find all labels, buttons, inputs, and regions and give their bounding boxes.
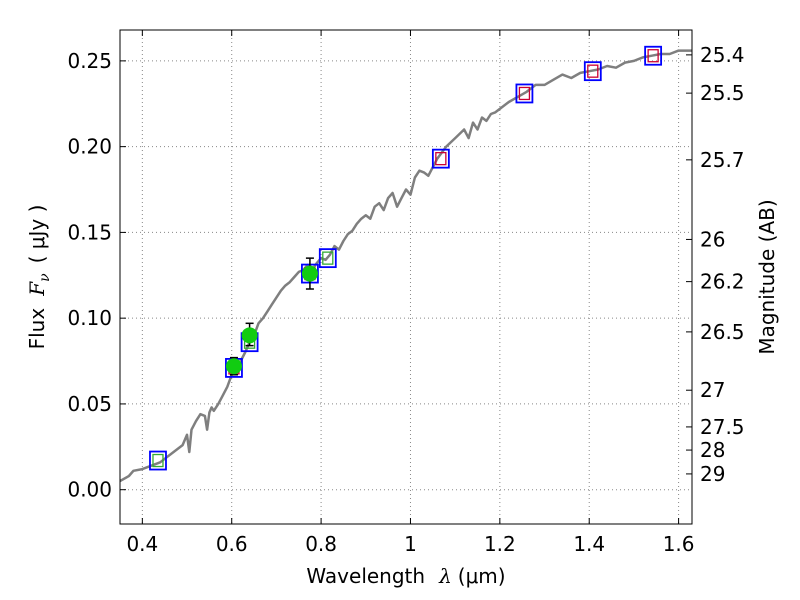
y-tick-label: 0.10	[67, 306, 112, 330]
y-tick-label: 0.20	[67, 135, 112, 159]
x-axis-label: Wavelength λ (μm)	[306, 564, 505, 588]
plot-frame	[119, 29, 693, 525]
photometry-box-inner	[435, 151, 447, 166]
photometry-box-outer	[318, 248, 337, 269]
magnitude-tick-label: 25.7	[700, 148, 745, 172]
magnitude-tick-label: 26.2	[700, 270, 745, 294]
x-tick-label: 1.6	[663, 532, 695, 556]
observed-point	[241, 322, 258, 347]
x-tick-label: 1.2	[484, 532, 516, 556]
observed-marker	[241, 327, 258, 344]
photometry-box	[583, 61, 602, 82]
x-tick-label: 1.4	[573, 532, 605, 556]
x-tick-label: 1	[404, 532, 417, 556]
right-axis-label: Magnitude (AB)	[755, 199, 779, 354]
magnitude-tick-label: 28	[700, 438, 725, 462]
y-tick-label: 0.25	[67, 49, 112, 73]
x-tick-label: 0.4	[126, 532, 158, 556]
photometry-box-inner	[152, 453, 164, 468]
sed-model-line	[120, 49, 692, 483]
y-tick-label: 0.00	[67, 478, 112, 502]
photometry-box-outer	[431, 148, 450, 169]
x-tick-label: 0.8	[305, 532, 337, 556]
observed-point	[225, 356, 242, 376]
observed-points	[225, 257, 318, 376]
observed-marker	[225, 358, 242, 375]
photometry-box	[318, 248, 337, 269]
y-ticks: 0.00 0.05 0.10 0.15 0.20 0.25	[67, 49, 126, 502]
photometry-box	[431, 148, 450, 169]
magnitude-tick-label: 27.5	[700, 415, 745, 439]
grid	[120, 30, 692, 524]
observed-point	[301, 257, 318, 290]
photometry-box-outer	[644, 45, 663, 66]
magnitude-tick-label: 27	[700, 378, 725, 402]
y-tick-label: 0.05	[67, 392, 112, 416]
photometry-box-outer	[149, 450, 167, 471]
x-tick-label: 0.6	[216, 532, 248, 556]
photometry-box-inner	[587, 64, 599, 78]
y-tick-label: 0.15	[67, 220, 112, 244]
photometry-box	[515, 83, 534, 104]
observed-marker	[301, 265, 318, 282]
y-axis-label: FluxFν( μJy )	[25, 205, 53, 350]
sed-curve-group	[120, 49, 692, 483]
photometry-box-inner	[322, 251, 334, 265]
magnitude-tick-label: 26.5	[700, 320, 745, 344]
photometry-box-outer	[583, 61, 602, 82]
photometry-box	[149, 450, 167, 471]
magnitude-tick-label: 25.4	[700, 43, 745, 67]
photometry-box	[644, 45, 663, 66]
magnitude-tick-label: 26	[700, 227, 725, 251]
magnitude-tick-label: 29	[700, 462, 725, 486]
photometry-box-outer	[515, 83, 534, 104]
photometry-box-inner	[647, 49, 659, 63]
photometry-box-inner	[518, 86, 531, 101]
x-ticks: 0.4 0.6 0.8 1 1.2 1.4 1.6	[126, 30, 695, 556]
magnitude-tick-label: 25.5	[700, 81, 745, 105]
